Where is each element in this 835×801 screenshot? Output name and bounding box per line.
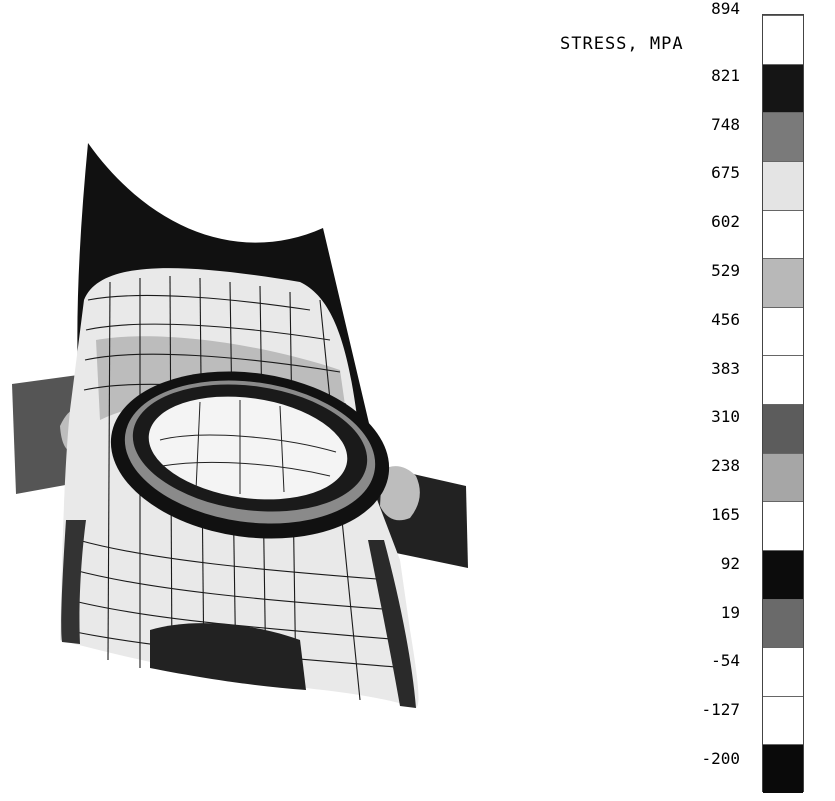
legend-tick-label: 165	[711, 505, 740, 524]
legend-tick-label: 529	[711, 261, 740, 280]
legend-tick-label: 383	[711, 358, 740, 378]
legend-tick-label: 894	[711, 0, 740, 18]
colorbar-band	[763, 160, 803, 210]
legend-tick-label: 310	[711, 407, 740, 427]
legend-tick-label: 19	[720, 602, 740, 622]
colorbar-band	[763, 355, 803, 404]
legend-title: STRESS, MPA	[560, 34, 684, 54]
legend-tick-label: -200	[701, 749, 740, 768]
stress-colorbar	[762, 14, 804, 793]
colorbar-band	[763, 647, 803, 696]
colorbar-band	[763, 744, 803, 793]
colorbar-band	[763, 258, 803, 307]
legend-tick-label: -127	[701, 700, 740, 720]
legend-tick-label: 821	[711, 65, 740, 85]
colorbar-band	[763, 209, 803, 259]
legend-tick-label: -54	[711, 651, 740, 671]
colorbar-band	[763, 404, 803, 453]
legend-tick-label: 602	[711, 212, 740, 232]
legend-tick-label: 748	[711, 114, 740, 134]
legend-tick-label: 456	[711, 309, 740, 329]
legend-tick-label: 92	[720, 553, 740, 573]
colorbar-band	[763, 15, 803, 64]
colorbar-band	[763, 549, 803, 599]
right-edge-band	[368, 540, 416, 708]
colorbar-band	[763, 501, 803, 550]
legend-tick-label: 675	[711, 163, 740, 183]
colorbar-band	[763, 598, 803, 648]
colorbar-band	[763, 63, 803, 113]
colorbar-band	[763, 112, 803, 161]
legend-tick-label: 238	[711, 456, 740, 476]
colorbar-band	[763, 695, 803, 745]
cooling-hole	[148, 396, 348, 500]
right-flange-boss	[380, 466, 420, 521]
colorbar-band	[763, 452, 803, 502]
left-edge-band	[61, 520, 86, 644]
lower-dark-zone	[150, 623, 306, 690]
hole-mesh	[159, 400, 337, 494]
colorbar-band	[763, 306, 803, 356]
